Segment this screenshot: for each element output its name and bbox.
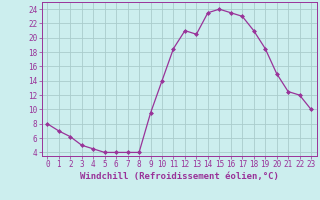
X-axis label: Windchill (Refroidissement éolien,°C): Windchill (Refroidissement éolien,°C) (80, 172, 279, 181)
